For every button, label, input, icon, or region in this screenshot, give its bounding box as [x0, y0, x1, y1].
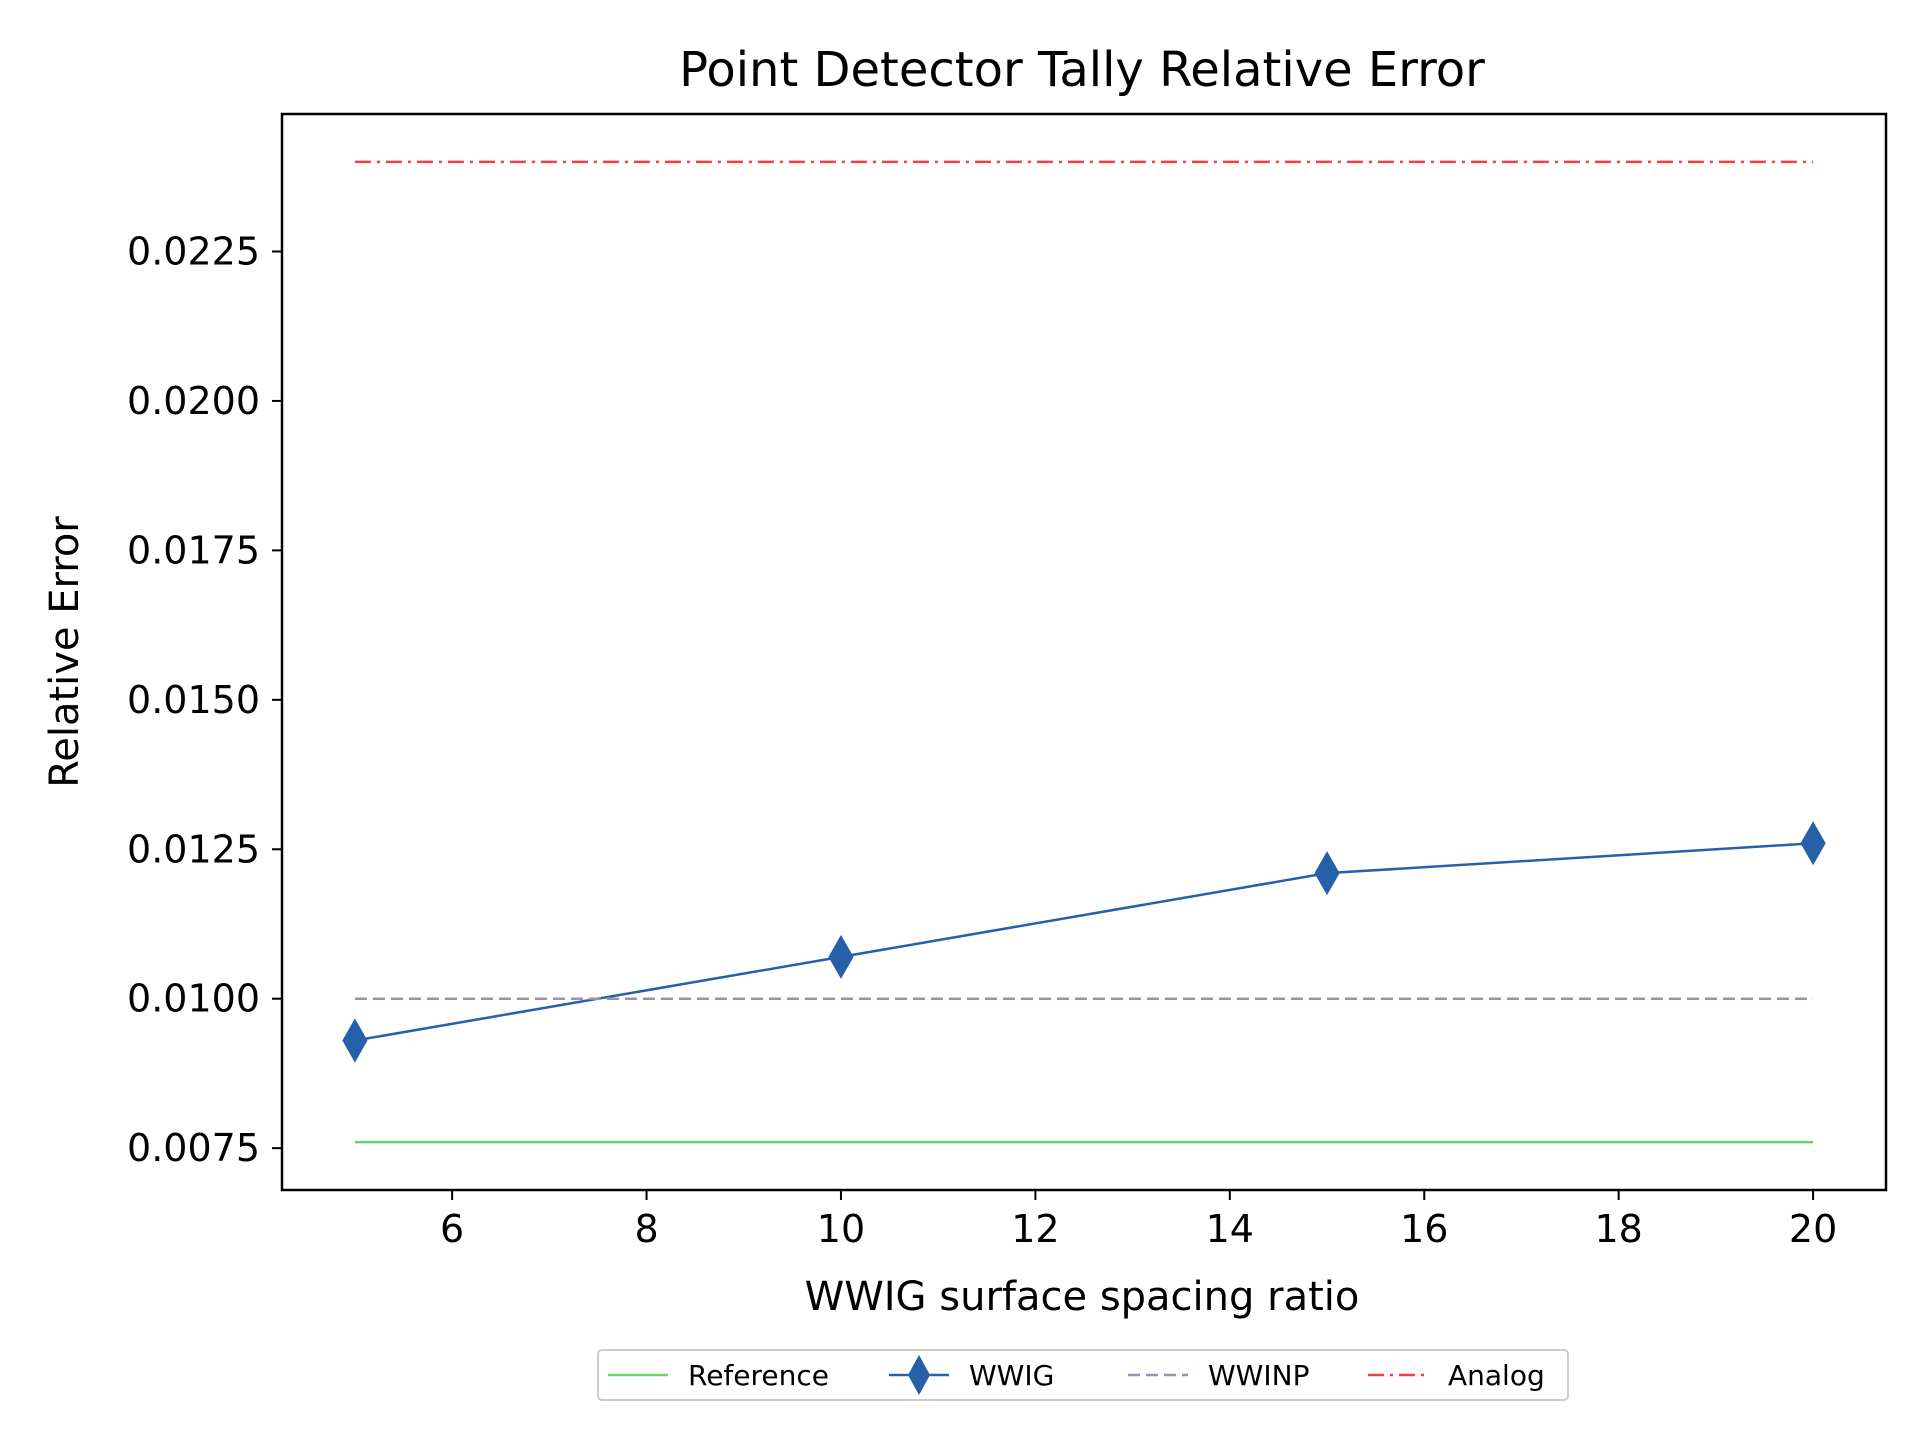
series-wwig-point	[828, 934, 854, 979]
x-tick-label: 16	[1400, 1207, 1448, 1251]
series-wwig-point	[1314, 851, 1340, 896]
x-axis-label: WWIG surface spacing ratio	[805, 1274, 1360, 1320]
y-tick-label: 0.0175	[127, 528, 260, 572]
y-tick-label: 0.0225	[127, 229, 260, 273]
chart-title: Point Detector Tally Relative Error	[679, 42, 1485, 98]
legend-wwinp-label: WWINP	[1208, 1359, 1309, 1392]
x-tick-label: 6	[440, 1207, 464, 1251]
y-axis-label: Relative Error	[42, 516, 88, 788]
y-axis-ticks: 0.0075 0.0100 0.0125 0.0150 0.0175 0.0200 0.02…	[127, 229, 282, 1170]
plot-frame	[280, 112, 1888, 1192]
x-tick-label: 14	[1206, 1207, 1254, 1251]
x-tick-label: 8	[634, 1207, 658, 1251]
y-tick-label: 0.0150	[127, 678, 260, 722]
legend-wwig-label: WWIG	[969, 1359, 1054, 1392]
legend-analog-label: Analog	[1448, 1359, 1545, 1392]
legend-box	[597, 1349, 1569, 1401]
x-tick-label: 18	[1594, 1207, 1642, 1251]
legend: Reference WWIG WWINP Analog	[597, 1349, 1569, 1401]
y-tick-label: 0.0100	[127, 977, 260, 1021]
series-wwig-point	[342, 1018, 368, 1063]
plot-layer	[342, 160, 1826, 1144]
x-tick-label: 20	[1789, 1207, 1837, 1251]
y-tick-label: 0.0075	[127, 1126, 260, 1170]
series-wwig-point	[1800, 821, 1826, 866]
x-tick-label: 12	[1011, 1207, 1059, 1251]
legend-wwig-marker	[908, 1355, 930, 1395]
y-tick-label: 0.0125	[127, 827, 260, 871]
x-axis-ticks: 6 8 10 12 14 16 18 20	[440, 1190, 1837, 1251]
y-tick-label: 0.0200	[127, 379, 260, 423]
x-tick-label: 10	[817, 1207, 865, 1251]
legend-reference-label: Reference	[688, 1359, 829, 1392]
